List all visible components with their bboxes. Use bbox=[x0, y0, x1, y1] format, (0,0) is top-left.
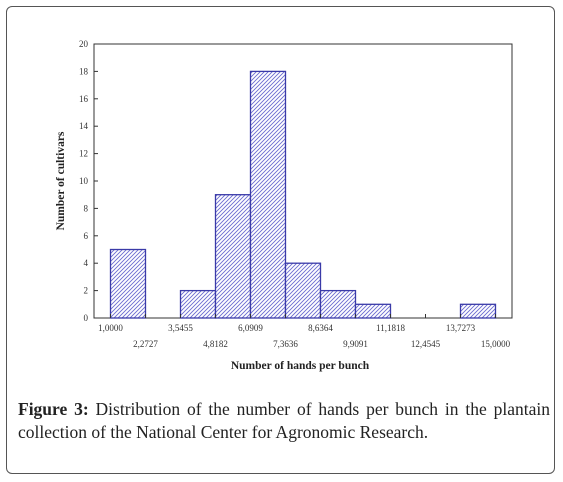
x-tick-label-upper-5: 13,7273 bbox=[446, 323, 476, 333]
y-tick-label-0: 0 bbox=[84, 313, 89, 323]
histogram-bar-2 bbox=[179, 289, 217, 319]
y-tick-label-10: 20 bbox=[79, 39, 89, 49]
y-tick-label-1: 2 bbox=[84, 286, 89, 296]
histogram-bar-10 bbox=[459, 303, 497, 319]
y-tick-label-5: 10 bbox=[79, 176, 89, 186]
caption-label: Figure 3: bbox=[18, 399, 89, 419]
x-tick-label-lower-0: 2,2727 bbox=[133, 339, 158, 349]
y-tick-label-2: 4 bbox=[84, 258, 89, 268]
histogram-bar-0 bbox=[109, 248, 147, 319]
x-tick-label-upper-0: 1,0000 bbox=[98, 323, 123, 333]
y-tick-label-3: 6 bbox=[84, 231, 89, 241]
figure-caption: Figure 3: Distribution of the number of … bbox=[18, 398, 550, 444]
x-tick-label-lower-1: 4,8182 bbox=[203, 339, 228, 349]
x-tick-label-lower-2: 7,3636 bbox=[273, 339, 298, 349]
x-tick-label-upper-3: 8,6364 bbox=[308, 323, 333, 333]
histogram-chart: 0 2 4 6 8 10 12 14 16 18 20 1,0000 3,5455 6,0909 8,63… bbox=[55, 39, 513, 372]
histogram-bar-7 bbox=[354, 303, 392, 319]
x-tick-label-upper-2: 6,0909 bbox=[238, 323, 263, 333]
x-tick-label-lower-5: 15,0000 bbox=[481, 339, 511, 349]
x-tick-label-upper-1: 3,5455 bbox=[168, 323, 193, 333]
y-tick-label-6: 12 bbox=[79, 149, 88, 159]
y-tick-label-9: 18 bbox=[79, 66, 89, 76]
histogram-bar-5 bbox=[284, 262, 322, 319]
histogram-bar-6 bbox=[319, 289, 357, 319]
y-tick-label-8: 16 bbox=[79, 94, 89, 104]
histogram-bar-3 bbox=[214, 194, 252, 319]
y-axis-label: Number of cultivars bbox=[55, 131, 67, 230]
y-tick-label-4: 8 bbox=[84, 203, 89, 213]
y-tick-label-7: 14 bbox=[79, 121, 89, 131]
caption-text: Distribution of the number of hands per … bbox=[18, 399, 550, 442]
x-tick-label-lower-3: 9,9091 bbox=[343, 339, 368, 349]
x-tick-label-lower-4: 12,4545 bbox=[411, 339, 441, 349]
x-tick-label-upper-4: 11,1818 bbox=[376, 323, 405, 333]
histogram-bar-4 bbox=[249, 70, 287, 319]
x-axis-label: Number of hands per bunch bbox=[231, 360, 370, 372]
